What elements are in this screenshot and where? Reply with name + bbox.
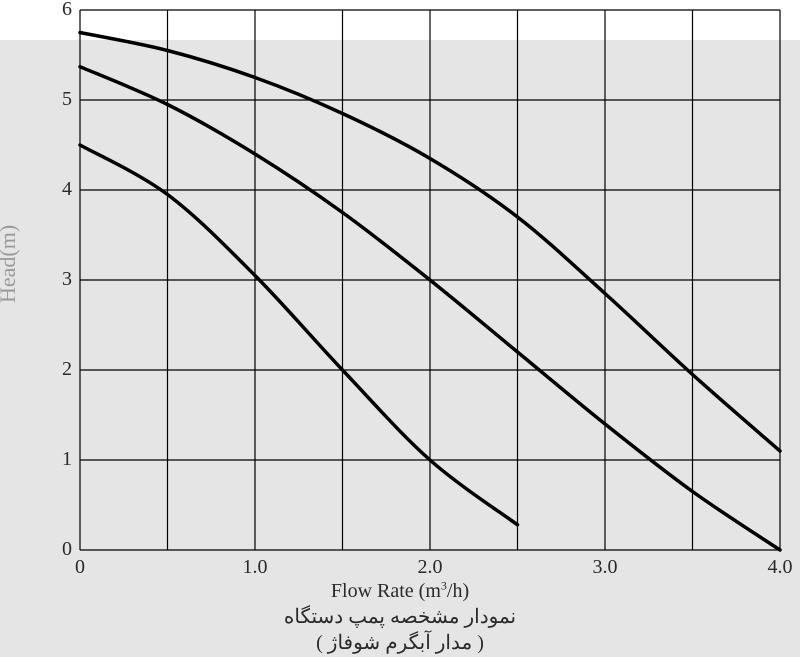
y-tick-label: 1 — [42, 448, 72, 471]
caption-line-2: ( مدار آبگرم شوفاژ ) — [0, 630, 800, 655]
x-axis-label: Flow Rate (m3/h) — [0, 578, 800, 603]
y-axis-label: Head(m) — [0, 225, 21, 303]
y-tick-label: 5 — [42, 88, 72, 111]
caption-line-1: نمودار مشخصه پمپ دستگاه — [0, 604, 800, 629]
x-tick-label: 4.0 — [768, 556, 793, 579]
pump-chart: Head(m) 0 1 2 3 4 5 6 0 1.0 2.0 3.0 4.0 Flow Rate … — [0, 0, 800, 657]
x-tick-label: 0 — [75, 556, 85, 579]
curve-low — [80, 145, 518, 525]
y-tick-label: 0 — [42, 538, 72, 561]
y-tick-label: 4 — [42, 178, 72, 201]
x-tick-label: 1.0 — [243, 556, 268, 579]
x-tick-label: 2.0 — [418, 556, 443, 579]
plot-svg — [0, 0, 800, 657]
y-tick-label: 2 — [42, 358, 72, 381]
x-tick-label: 3.0 — [593, 556, 618, 579]
y-tick-label: 3 — [42, 268, 72, 291]
y-tick-label: 6 — [42, 0, 72, 21]
